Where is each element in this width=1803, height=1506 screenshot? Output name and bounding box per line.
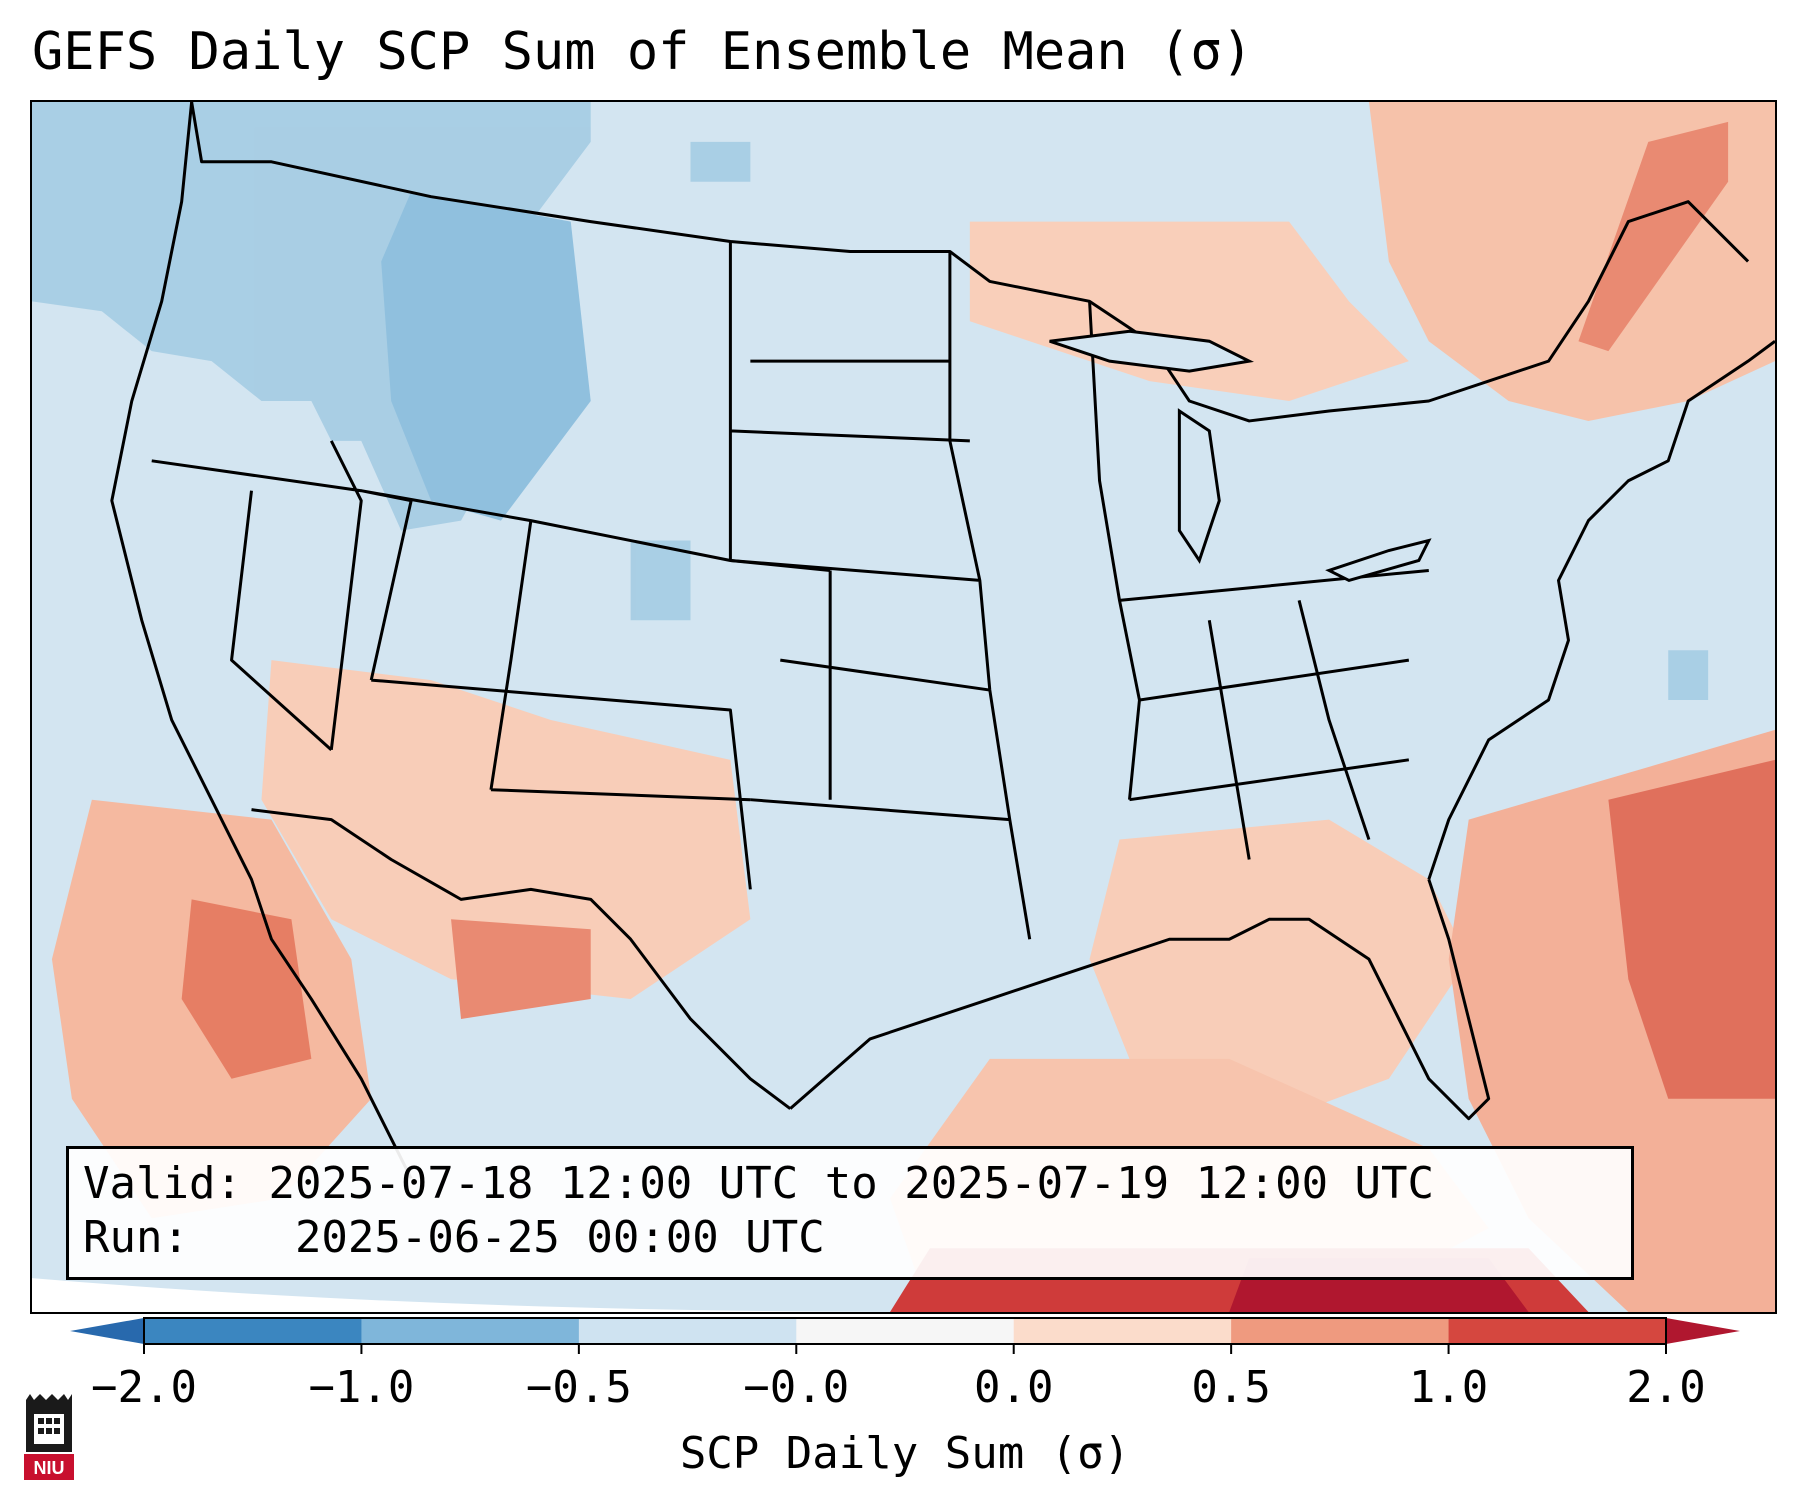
state-lines-central xyxy=(728,241,1032,940)
colorbar-tick-label: −2.0 xyxy=(91,1362,197,1413)
run-row: Run: 2025-06-25 00:00 UTC xyxy=(83,1211,1617,1265)
valid-row: Valid: 2025-07-18 12:00 UTC to 2025-07-1… xyxy=(83,1157,1617,1211)
state-lines-west xyxy=(151,440,831,890)
page-title: GEFS Daily SCP Sum of Ensemble Mean (σ) xyxy=(32,22,1253,82)
anomaly-idaho-montana xyxy=(381,191,591,521)
colorbar-tick-label: 0.5 xyxy=(1191,1362,1271,1413)
niu-logo: NIU xyxy=(20,1392,78,1482)
niu-castle-logo-icon: NIU xyxy=(24,1394,74,1480)
projection-edge xyxy=(32,1278,930,1312)
colorbar-segment xyxy=(1013,1318,1232,1344)
run-label: Run: xyxy=(83,1212,189,1263)
colorbar-extend-high xyxy=(1666,1318,1740,1344)
anomaly-atlantic-spot xyxy=(1668,650,1709,701)
anomaly-baja-core xyxy=(181,899,312,1079)
colorbar-segment xyxy=(144,1318,362,1344)
anomaly-canada-east xyxy=(969,221,1409,402)
pacific-coast xyxy=(110,102,413,1180)
colorbar-segment xyxy=(1231,1318,1450,1344)
mexico-border xyxy=(251,808,792,1110)
lake-michigan xyxy=(1177,408,1221,564)
anomaly-utah-spot xyxy=(630,540,691,621)
colorbar-label: SCP Daily Sum (σ) xyxy=(679,1428,1131,1479)
state-lines-east xyxy=(1088,301,1429,860)
valid-value: 2025-07-18 12:00 UTC to 2025-07-19 12:00… xyxy=(268,1158,1435,1209)
colorbar-tick-label: −0.5 xyxy=(525,1362,632,1413)
colorbar-segment xyxy=(1448,1318,1667,1344)
colorbar-tick-label: 1.0 xyxy=(1408,1362,1489,1413)
us-canada-border xyxy=(190,102,1750,423)
valid-label: Valid: xyxy=(83,1158,242,1209)
colorbar-ticks xyxy=(143,1344,1667,1354)
colorbar-outline xyxy=(143,1317,1667,1345)
colorbar-tick-label: 2.0 xyxy=(1626,1362,1706,1413)
map-frame xyxy=(30,100,1777,1314)
great-lakes xyxy=(1049,329,1432,583)
lake-erie xyxy=(1325,538,1432,583)
colorbar-segment xyxy=(361,1318,580,1344)
colorbar xyxy=(70,1317,1740,1354)
colorbar-segment xyxy=(578,1318,797,1344)
logo-text: NIU xyxy=(34,1458,65,1478)
anomaly-st-lawrence xyxy=(1578,121,1729,352)
gulf-coast xyxy=(789,878,1491,1121)
colorbar-extend-low xyxy=(70,1318,144,1344)
colorbar-tick-label: −1.0 xyxy=(308,1362,415,1413)
run-value: 2025-06-25 00:00 UTC xyxy=(294,1212,825,1263)
political-borders xyxy=(110,102,1775,1180)
atlantic-coast xyxy=(1427,340,1775,880)
map-canvas xyxy=(32,102,1775,1312)
anomaly-sonora xyxy=(451,919,591,1019)
colorbar-segments xyxy=(144,1318,1667,1344)
negative-anomaly-layer xyxy=(32,102,1709,701)
colorbar-tick-label: −0.0 xyxy=(743,1362,850,1413)
valid-time-box: Valid: 2025-07-18 12:00 UTC to 2025-07-1… xyxy=(66,1146,1634,1280)
anomaly-atlantic-core xyxy=(1608,759,1775,1099)
anomaly-canada-spot xyxy=(690,141,751,182)
anomaly-southwest xyxy=(261,660,751,1000)
colorbar-tick-label: 0.0 xyxy=(973,1362,1054,1413)
lake-superior xyxy=(1049,329,1254,373)
colorbar-segment xyxy=(796,1318,1015,1344)
